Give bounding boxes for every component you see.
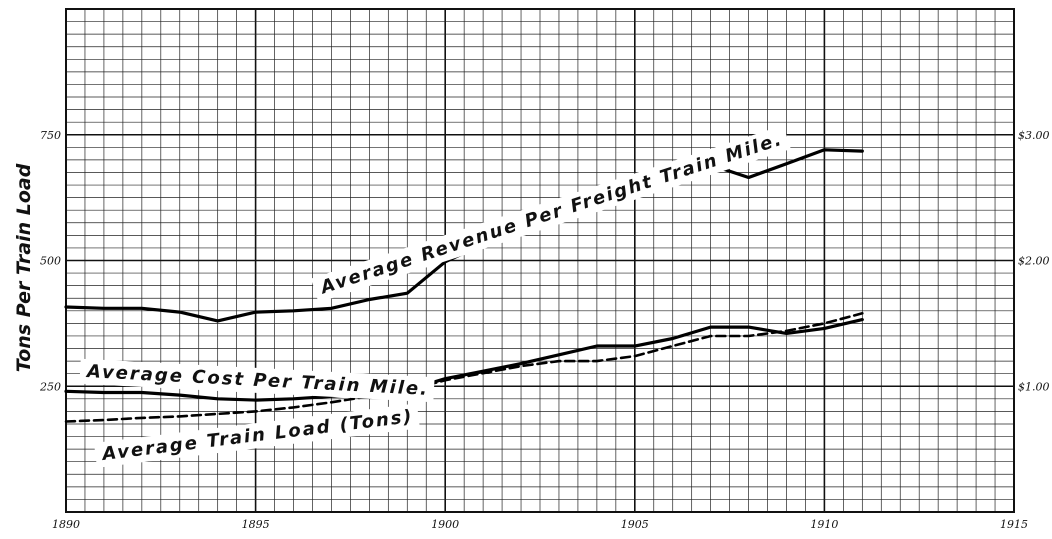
x-tick-label: 1915 — [1000, 518, 1028, 531]
series-label-bg — [79, 358, 435, 403]
x-tick-label: 1910 — [810, 518, 838, 531]
series-label-bg — [93, 403, 420, 468]
x-tick-label: 1900 — [431, 518, 459, 531]
series-line — [64, 318, 864, 402]
x-tick-labels: 1890 1895 1900 1905 1910 1915 — [52, 518, 1028, 531]
series-label-text: Average Revenue Per Freight Train Mile. — [316, 129, 785, 299]
x-tick-label: 1905 — [621, 518, 649, 531]
x-tick-label: 1895 — [242, 518, 270, 531]
series-label-text: Average Train Load (Tons) — [99, 406, 415, 465]
y-left-tick-labels: 250 500 750 — [39, 129, 61, 394]
series-label: Average Revenue Per Freight Train Mile. — [310, 125, 791, 303]
series-label: Average Train Load (Tons) — [93, 403, 420, 468]
series-label: Average Cost Per Train Mile. — [79, 358, 435, 403]
plot-frame — [65, 8, 1015, 513]
y-right-tick-label: $1.00 — [1018, 380, 1050, 393]
grid — [65, 8, 1015, 513]
y-left-tick-label: 500 — [40, 255, 61, 268]
y-right-tick-label: $2.00 — [1018, 255, 1050, 268]
x-tick-label: 1890 — [52, 518, 80, 531]
y-right-tick-labels: $1.00 $2.00 $3.00 — [1018, 129, 1050, 394]
y-left-tick-label: 250 — [39, 380, 61, 393]
y-left-tick-label: 750 — [40, 129, 61, 142]
y-right-tick-label: $3.00 — [1018, 129, 1050, 142]
y-left-axis-label: Tons Per Train Load — [13, 163, 35, 372]
series-label-bg — [310, 125, 791, 303]
series-line — [64, 311, 864, 423]
